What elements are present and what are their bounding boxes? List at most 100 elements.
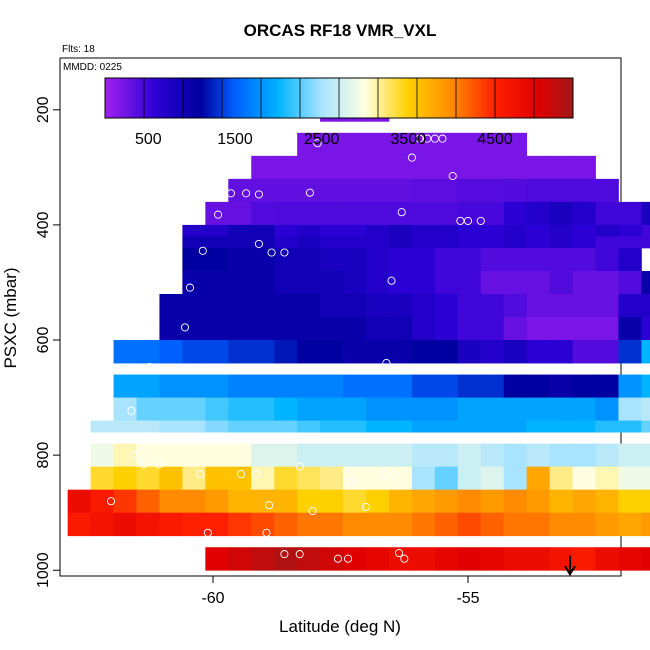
heatmap-cell (457, 178, 482, 191)
heatmap-cell (343, 144, 367, 157)
heatmap-cell (549, 190, 573, 203)
observation-point (463, 216, 473, 225)
heatmap-cell (205, 224, 229, 237)
heatmap-cell (159, 374, 183, 387)
heatmap-cell (343, 201, 367, 214)
heatmap-cell (182, 478, 206, 491)
heatmap-cell (228, 282, 252, 295)
chart-title: ORCAS RF18 VMR_VXL (244, 21, 437, 40)
heatmap-cell (572, 478, 596, 491)
heatmap-cell (641, 351, 650, 364)
heatmap-cell (411, 224, 436, 237)
heatmap-cell (480, 190, 505, 203)
heatmap-cell (136, 489, 160, 502)
heatmap-cell (572, 374, 596, 387)
heatmap-cell (136, 340, 160, 352)
heatmap-cell (297, 501, 321, 514)
heatmap-cell (595, 489, 619, 502)
heatmap-cell (366, 201, 390, 214)
heatmap-cell (388, 305, 413, 318)
heatmap-cell (136, 512, 160, 525)
heatmap-cell (159, 524, 183, 537)
observation-point (333, 554, 343, 563)
heatmap-cell (366, 409, 390, 421)
heatmap-cell (320, 489, 344, 502)
heatmap-cell (320, 374, 344, 387)
heatmap-cell (411, 201, 436, 214)
heatmap-cell (320, 293, 344, 306)
heatmap-cell (343, 351, 367, 364)
heatmap-cell (503, 213, 528, 226)
heatmap-cell (572, 340, 596, 352)
heatmap-cell (228, 178, 252, 191)
heatmap-cell (526, 397, 550, 410)
observation-point (180, 323, 190, 332)
heatmap-cell (343, 132, 367, 145)
heatmap-cell (90, 478, 114, 491)
heatmap-cell (411, 340, 436, 352)
heatmap-cell (549, 340, 573, 352)
heatmap-cell (251, 167, 275, 180)
heatmap-cell (641, 386, 650, 398)
heatmap-cell (411, 512, 436, 525)
heatmap-cell (457, 224, 482, 237)
heatmap-cell (457, 478, 482, 491)
heatmap-cell (411, 178, 436, 191)
heatmap-cell (274, 489, 298, 502)
heatmap-cell (297, 236, 321, 249)
colorbar-tick-label: 3500 (391, 131, 427, 148)
heatmap-cell (549, 178, 573, 191)
heatmap-cell (182, 501, 206, 514)
heatmap-cell (457, 155, 482, 168)
heatmap-cell (641, 340, 650, 352)
heatmap-cell (434, 466, 459, 479)
heatmap-cell (366, 351, 390, 364)
heatmap-cell (228, 270, 252, 283)
heatmap-cell (503, 524, 528, 537)
heatmap-cell (526, 466, 550, 479)
heatmap-cell (618, 478, 642, 491)
heatmap-cell (503, 351, 528, 364)
heatmap-cell (549, 317, 573, 329)
heatmap-cell (366, 466, 390, 479)
heatmap-cell (549, 236, 573, 249)
heatmap-cell (388, 386, 413, 398)
heatmap-cell (205, 524, 229, 537)
heatmap-cell (641, 501, 650, 514)
observation-point (267, 248, 276, 257)
heatmap-cell (159, 501, 183, 514)
heatmap-cell (480, 455, 505, 468)
heatmap-cell (572, 455, 596, 468)
colorbar: 500 1500 2500 3500 4500 (104, 77, 574, 148)
heatmap-cell (434, 178, 459, 191)
heatmap-cell (457, 132, 482, 145)
heatmap-cell (113, 501, 137, 514)
heatmap-cell (641, 270, 650, 283)
heatmap-cell (159, 512, 183, 525)
heatmap-cell (549, 489, 573, 502)
heatmap-cell (136, 455, 160, 468)
heatmap-cell (251, 374, 275, 387)
heatmap-cell (457, 201, 482, 214)
observation-point (305, 188, 314, 197)
heatmap-cell (320, 224, 344, 237)
heatmap-cell (434, 443, 459, 456)
heatmap-cell (388, 547, 413, 560)
heatmap-cell (503, 328, 528, 341)
observation-point (129, 451, 139, 460)
heatmap-cell (480, 201, 505, 214)
heatmap-cell (526, 374, 550, 387)
heatmap-cell (274, 236, 298, 249)
observation-point (242, 189, 251, 198)
heatmap-cell (228, 443, 252, 456)
heatmap-cell (595, 259, 619, 272)
heatmap-cell (182, 397, 206, 410)
heatmap-cell (159, 317, 183, 329)
heatmap-cell (182, 259, 206, 272)
heatmap-cell (274, 340, 298, 352)
heatmap-cell (320, 386, 344, 398)
heatmap-cell (411, 247, 436, 260)
observation-point (129, 537, 139, 546)
heatmap-cell (320, 247, 344, 260)
heatmap-cell (434, 340, 459, 352)
